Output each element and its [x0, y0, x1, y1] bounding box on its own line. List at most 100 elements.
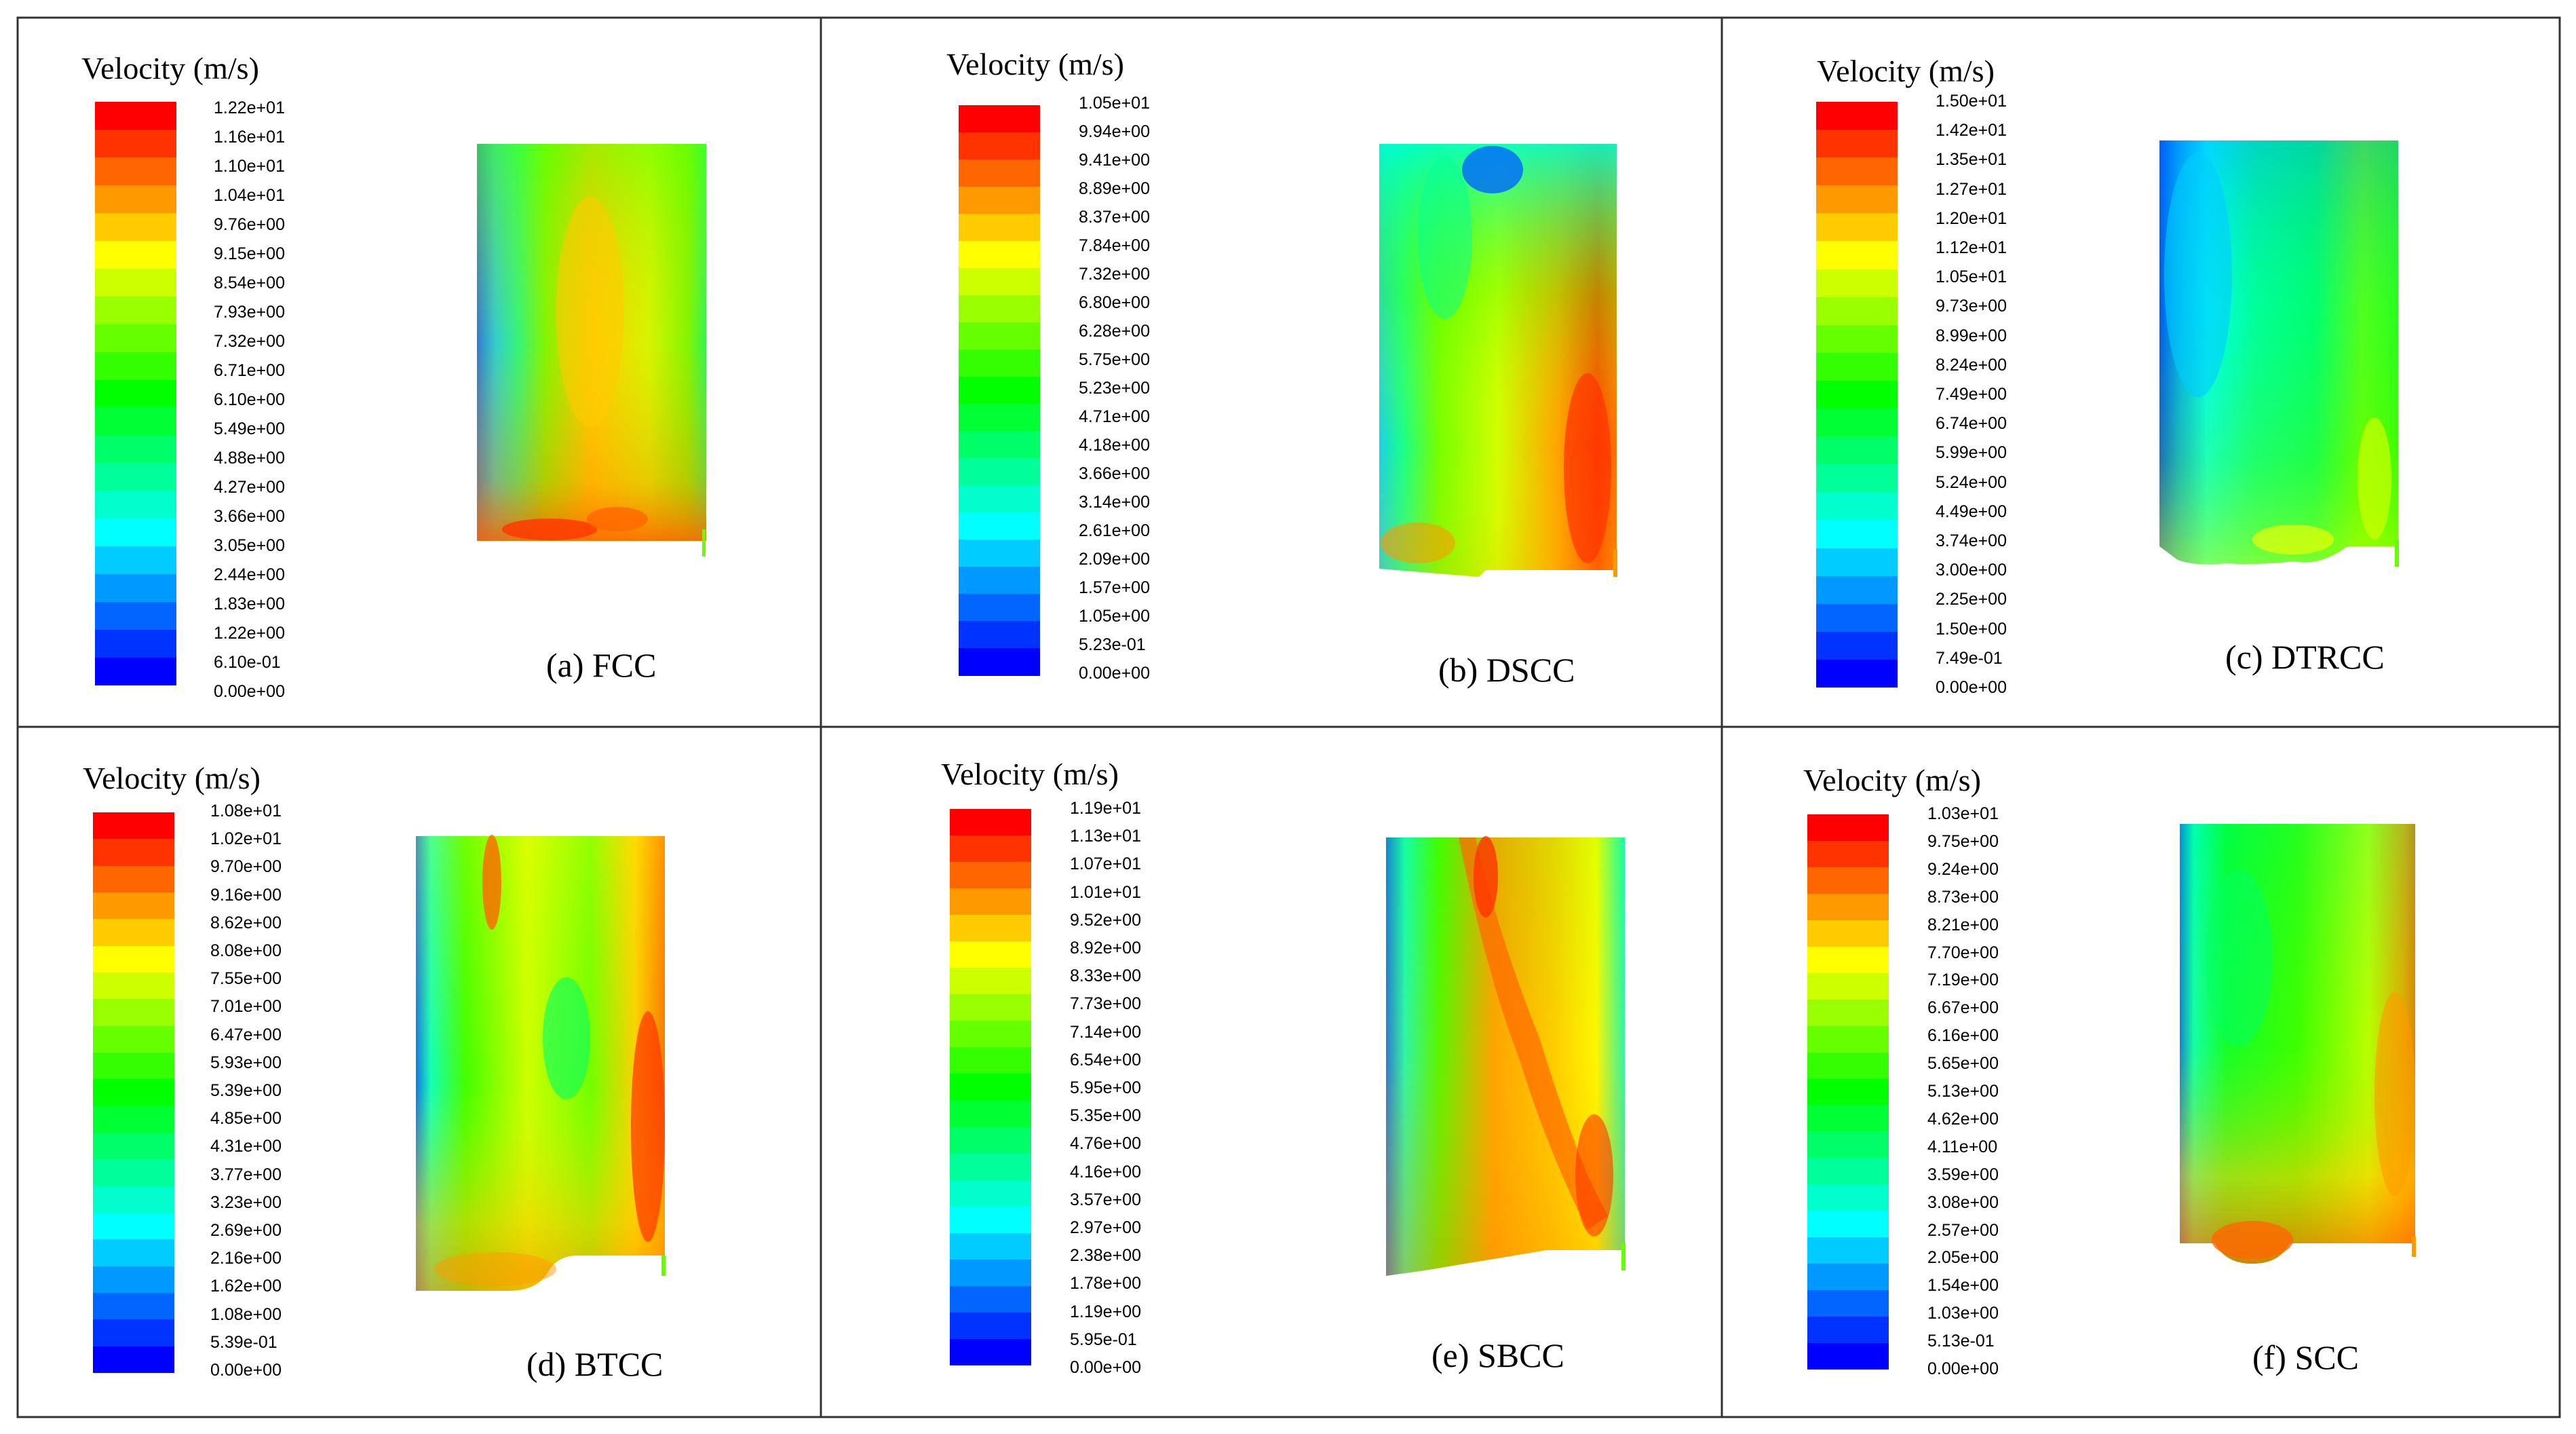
colorbar-tick-label: 2.61e+00	[1079, 521, 1150, 540]
colorbar-tick-label: 7.49e+00	[1936, 385, 2007, 404]
colorbar-swatch	[95, 602, 176, 630]
colorbar-tick-label: 2.69e+00	[210, 1221, 282, 1240]
colorbar-tick-label: 1.03e+00	[1927, 1304, 1999, 1323]
colorbar-swatch	[95, 658, 176, 686]
colorbar-tick-label: 2.44e+00	[214, 565, 285, 584]
colorbar-swatch	[95, 574, 176, 603]
colorbar-swatch	[93, 919, 174, 947]
legend-title: Velocity (m/s)	[1803, 763, 1981, 797]
panel-caption: (c) DTRCC	[2225, 638, 2385, 676]
colorbar-swatch	[93, 1293, 174, 1320]
colorbar-tick-label: 7.32e+00	[214, 332, 285, 351]
colorbar-swatch	[95, 212, 176, 242]
colorbar-swatch	[959, 322, 1040, 350]
panel-caption: (b) DSCC	[1438, 651, 1575, 689]
colorbar-tick-label: 3.05e+00	[214, 536, 285, 555]
colorbar-tick-label: 1.42e+01	[1936, 121, 2007, 140]
colorbar-tick-label: 4.85e+00	[210, 1109, 282, 1129]
colorbar-tick-label: 3.57e+00	[1070, 1190, 1141, 1209]
colorbar-tick-label: 2.09e+00	[1079, 550, 1150, 569]
colorbar-swatch	[1816, 269, 1898, 298]
colorbar-swatch	[959, 431, 1040, 459]
colorbar-swatch	[1816, 241, 1898, 270]
contour-hotspot	[587, 507, 648, 531]
colorbar-tick-label: 8.89e+00	[1079, 179, 1150, 198]
colorbar-swatch	[95, 463, 176, 491]
velocity-contour-dtrcc	[2159, 140, 2399, 567]
colorbar-tick-label: 3.23e+00	[210, 1192, 282, 1212]
colorbar-swatch	[93, 945, 174, 973]
colorbar	[1807, 814, 1889, 1370]
colorbar-tick-label: 1.54e+00	[1927, 1276, 1999, 1296]
colorbar-tick-label: 6.28e+00	[1079, 322, 1150, 341]
colorbar-tick-label: 9.75e+00	[1927, 831, 1999, 851]
colorbar-swatch	[959, 512, 1040, 540]
contour-core	[556, 197, 624, 428]
colorbar-tick-label: 8.24e+00	[1936, 355, 2007, 375]
colorbar-swatch	[93, 865, 174, 893]
colorbar-swatch	[1816, 436, 1898, 465]
colorbar-swatch	[1807, 1237, 1889, 1264]
colorbar	[95, 102, 176, 686]
legend-title: Velocity (m/s)	[81, 51, 259, 86]
colorbar-tick-label: 1.05e+01	[1079, 94, 1150, 113]
colorbar-swatch	[950, 915, 1031, 942]
contour-hotspot	[1575, 1114, 1613, 1237]
colorbar-tick-label: 8.08e+00	[210, 941, 282, 960]
colorbar-swatch	[950, 1127, 1031, 1154]
colorbar-tick-label: 1.05e+00	[1079, 607, 1150, 626]
colorbar-swatch	[1807, 1343, 1889, 1370]
colorbar-swatch	[950, 941, 1031, 968]
colorbar-tick-label: 8.21e+00	[1927, 915, 1999, 935]
colorbar-tick-label: 1.62e+00	[210, 1277, 282, 1296]
colorbar-swatch	[1807, 1078, 1889, 1106]
colorbar-swatch	[959, 594, 1040, 622]
colorbar-swatch	[95, 491, 176, 519]
colorbar-swatch	[95, 324, 176, 353]
colorbar-swatch	[959, 350, 1040, 377]
colorbar-swatch	[950, 1100, 1031, 1128]
colorbar-swatch	[1807, 867, 1889, 894]
colorbar-swatch	[1816, 492, 1898, 521]
colorbar-swatch	[93, 1186, 174, 1213]
velocity-contour-sbcc	[1386, 836, 1626, 1276]
colorbar-tick-label: 6.10e-01	[214, 653, 281, 672]
panel-caption: (e) SBCC	[1431, 1336, 1564, 1374]
colorbar-swatch	[1816, 297, 1898, 326]
colorbar-swatch	[1816, 157, 1898, 186]
colorbar-tick-label: 1.01e+01	[1070, 882, 1141, 902]
colorbar-tick-label: 5.13e-01	[1927, 1332, 1995, 1351]
colorbar-swatch	[93, 1106, 174, 1133]
colorbar-swatch	[1807, 920, 1889, 947]
colorbar-tick-label: 2.25e+00	[1936, 590, 2007, 609]
colorbar-tick-label: 6.16e+00	[1927, 1026, 1999, 1046]
colorbar	[950, 809, 1031, 1366]
colorbar-swatch	[1816, 352, 1898, 381]
colorbar-tick-label: 0.00e+00	[1079, 664, 1150, 683]
legend-title: Velocity (m/s)	[946, 47, 1124, 81]
colorbar-tick-label: 7.14e+00	[1070, 1022, 1141, 1042]
colorbar-tick-label: 5.24e+00	[1936, 472, 2007, 492]
colorbar-swatch	[93, 1239, 174, 1267]
colorbar-tick-label: 3.14e+00	[1079, 493, 1150, 512]
colorbar-tick-label: 3.00e+00	[1936, 561, 2007, 580]
colorbar-tick-label: 8.99e+00	[1936, 326, 2007, 345]
colorbar-tick-label: 0.00e+00	[1070, 1358, 1141, 1377]
colorbar-swatch	[95, 268, 176, 297]
colorbar-tick-label: 2.38e+00	[1070, 1246, 1141, 1266]
contour-hotspot	[2252, 525, 2334, 554]
contour-vortex	[2205, 870, 2273, 1046]
contour-hotspot	[502, 518, 597, 540]
colorbar-tick-label: 1.50e+00	[1936, 619, 2007, 639]
colorbar-tick-label: 6.80e+00	[1079, 293, 1150, 312]
colorbar-swatch	[93, 999, 174, 1027]
colorbar-tick-label: 9.16e+00	[210, 885, 282, 905]
colorbar-tick-label: 9.73e+00	[1936, 297, 2007, 316]
colorbar-swatch	[959, 187, 1040, 214]
colorbar-tick-label: 3.59e+00	[1927, 1165, 1999, 1184]
colorbar-swatch	[95, 240, 176, 269]
outlet-wall	[2412, 1237, 2416, 1257]
contour-jet	[1459, 837, 1608, 1230]
panel-caption: (f) SCC	[2252, 1338, 2359, 1376]
